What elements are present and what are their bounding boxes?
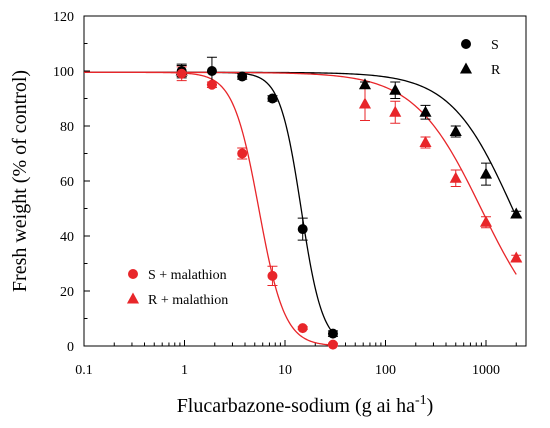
legend-label-r-malathion: R + malathion <box>148 293 228 308</box>
legend-label-s: S <box>491 38 499 53</box>
point-s-malathion <box>206 79 217 90</box>
y-axis-title: Fresh weight (% of control) <box>9 70 31 292</box>
point-r <box>479 167 493 179</box>
point-r <box>358 78 372 90</box>
point-r-malathion <box>510 251 523 263</box>
point-s <box>327 328 338 339</box>
point-s-malathion <box>267 270 278 281</box>
point-r <box>419 105 432 117</box>
point-s <box>206 66 217 76</box>
point-s-malathion <box>176 68 187 79</box>
error-bars <box>176 56 522 347</box>
y-axis: 0 20 40 60 80 100 120 <box>53 10 90 355</box>
point-r-malathion <box>419 135 432 147</box>
data-markers <box>175 64 523 350</box>
legend-marker-s-malathion <box>128 269 138 279</box>
y-tick-label: 60 <box>60 175 74 190</box>
fit-curve <box>84 71 517 217</box>
point-r-malathion <box>479 215 493 227</box>
y-tick-label: 20 <box>60 285 74 300</box>
x-tick-label: 1000 <box>472 363 500 378</box>
x-tick-label: 1 <box>181 363 188 378</box>
legend-label-s-malathion: S + malathion <box>148 268 227 283</box>
legend-marker-r <box>459 62 473 74</box>
y-tick-label: 80 <box>60 120 74 135</box>
legend-marker-r-malathion <box>126 292 140 304</box>
legends: SR S + malathion R + malathion <box>126 38 501 308</box>
point-r <box>449 124 462 136</box>
point-r <box>510 207 523 219</box>
x-tick-label: 10 <box>278 363 292 378</box>
point-s-malathion <box>237 148 248 159</box>
y-tick-label: 120 <box>53 10 74 25</box>
point-s-malathion <box>297 323 308 334</box>
x-tick-label: 0.1 <box>75 363 93 378</box>
y-tick-label: 100 <box>53 65 74 80</box>
x-axis-title-superscript: -1 <box>415 393 427 408</box>
x-axis-title-main: Flucarbazone-sodium (g ai ha <box>177 395 415 417</box>
x-tick-label: 100 <box>375 363 396 378</box>
point-s <box>267 93 278 104</box>
x-axis-title-close: ) <box>427 395 434 417</box>
y-tick-label: 0 <box>67 340 74 355</box>
x-axis: 0.1 1 10 100 1000 <box>75 340 517 378</box>
x-axis-title: Flucarbazone-sodium (g ai ha-1) <box>177 393 434 417</box>
point-r-malathion <box>389 105 402 117</box>
legend-label-r: R <box>491 63 501 78</box>
point-s <box>297 224 308 235</box>
point-r-malathion <box>449 171 462 183</box>
point-s-malathion <box>327 339 338 350</box>
legend-marker-s <box>461 39 471 49</box>
fit-curve <box>84 71 517 275</box>
point-s <box>237 71 248 82</box>
y-tick-label: 40 <box>60 230 74 245</box>
point-r <box>389 83 402 95</box>
point-r-malathion <box>358 97 372 109</box>
